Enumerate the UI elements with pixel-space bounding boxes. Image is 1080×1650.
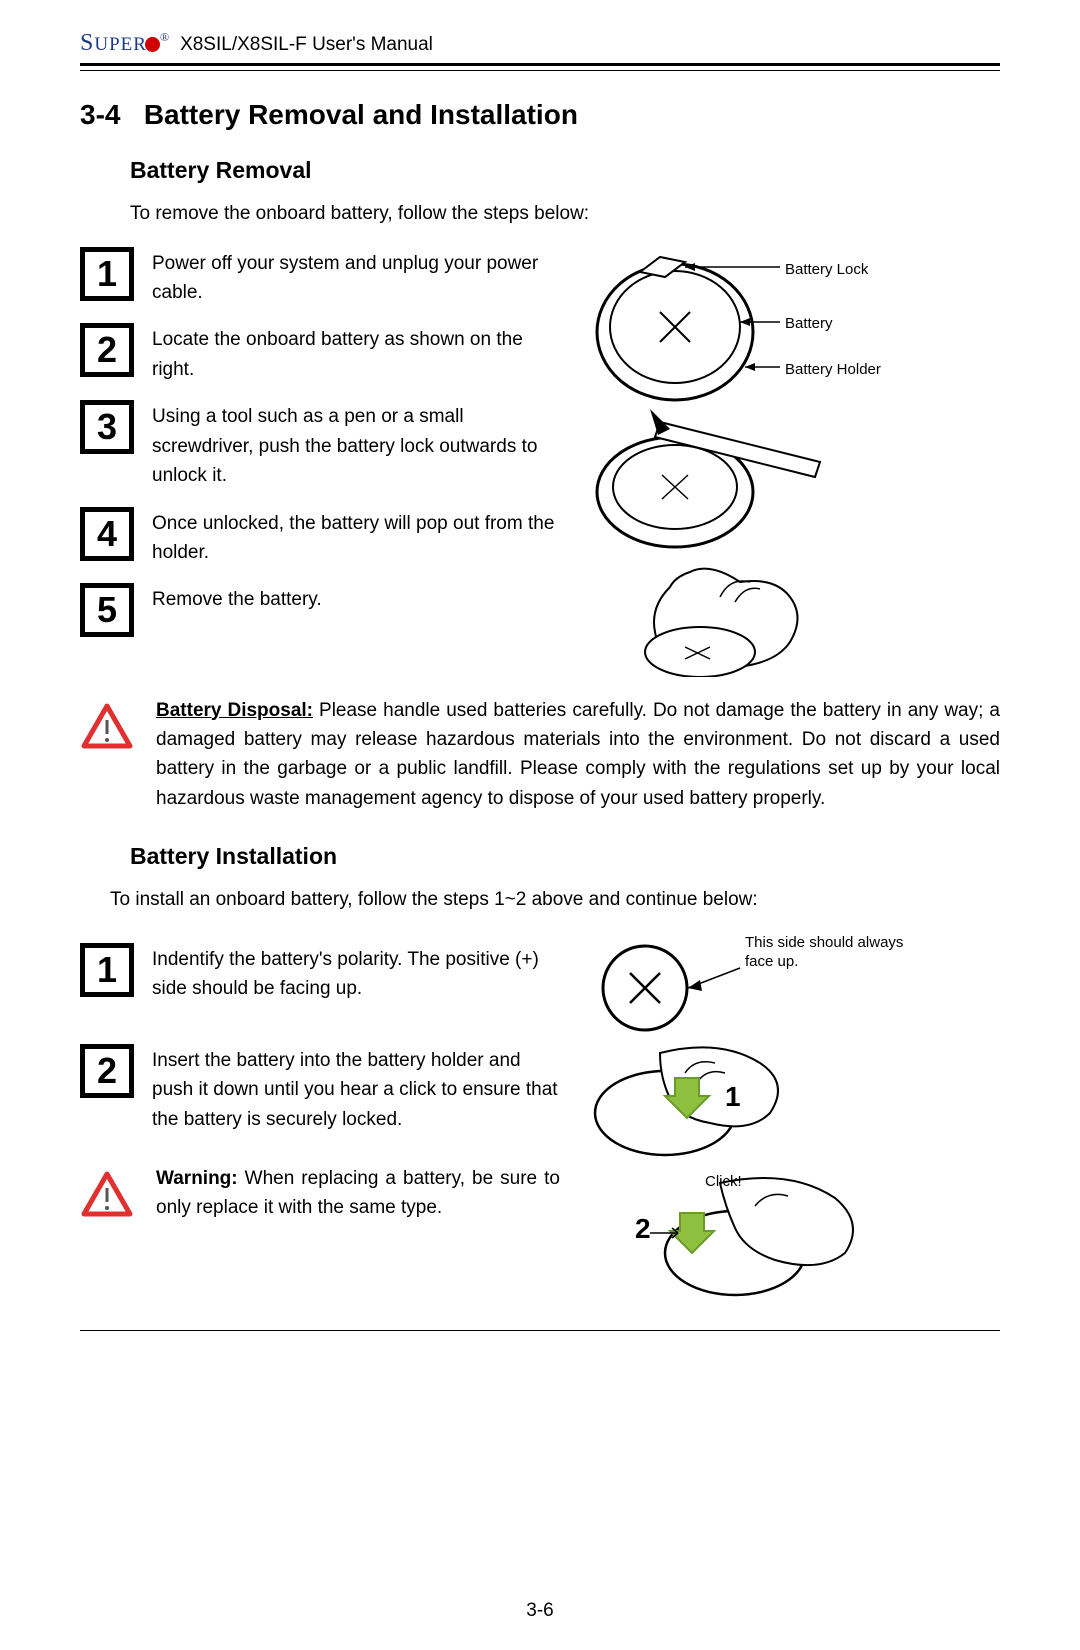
diagram-label-battery: Battery [785, 315, 833, 332]
brand-logo: SUPER® [80, 30, 170, 57]
step-text: Remove the battery. [152, 583, 322, 614]
step-number-box: 5 [80, 583, 134, 637]
install-diagram-svg [580, 933, 940, 1313]
install-columns: 1 Indentify the battery's polarity. The … [80, 933, 1000, 1318]
disposal-text: Battery Disposal: Please handle used bat… [156, 696, 1000, 814]
removal-step: 5 Remove the battery. [80, 583, 560, 637]
disposal-lead: Battery Disposal: [156, 700, 313, 721]
disposal-warning: Battery Disposal: Please handle used bat… [80, 696, 1000, 814]
footer-rule [80, 1330, 1000, 1331]
install-step: 1 Indentify the battery's polarity. The … [80, 943, 560, 1004]
replace-lead: Warning: [156, 1168, 238, 1189]
section-heading: 3-4 Battery Removal and Installation [80, 99, 1000, 131]
brand-s: S [80, 30, 94, 56]
step-number-box: 1 [80, 247, 134, 301]
install-step: 2 Insert the battery into the battery ho… [80, 1044, 560, 1134]
step-number-box: 4 [80, 507, 134, 561]
brand-dot-icon [145, 37, 160, 52]
section-number: 3-4 [80, 99, 120, 130]
replace-text: Warning: When replacing a battery, be su… [156, 1164, 560, 1223]
brand-rest: UPER [94, 34, 147, 55]
diagram-label-holder: Battery Holder [785, 361, 881, 378]
removal-step: 1 Power off your system and unplug your … [80, 247, 560, 308]
step-text: Locate the onboard battery as shown on t… [152, 323, 560, 384]
manual-page: SUPER® X8SIL/X8SIL-F User's Manual 3-4 B… [0, 0, 1080, 1650]
header-rule [80, 63, 1000, 71]
step-number-box: 2 [80, 1044, 134, 1098]
removal-step: 3 Using a tool such as a pen or a small … [80, 400, 560, 490]
step-number-box: 3 [80, 400, 134, 454]
step-text: Insert the battery into the battery hold… [152, 1044, 560, 1134]
diagram-label-faceup: This side should always face up. [745, 933, 925, 972]
step-text: Indentify the battery's polarity. The po… [152, 943, 560, 1004]
step-text: Power off your system and unplug your po… [152, 247, 560, 308]
diagram-label-click: Click! [705, 1173, 742, 1190]
removal-columns: 1 Power off your system and unplug your … [80, 247, 1000, 682]
battery-diagram-svg [580, 247, 940, 677]
install-intro: To install an onboard battery, follow th… [110, 886, 1000, 915]
section-title: Battery Removal and Installation [144, 99, 578, 130]
step-text: Once unlocked, the battery will pop out … [152, 507, 560, 568]
removal-heading: Battery Removal [130, 157, 1000, 184]
install-steps: 1 Indentify the battery's polarity. The … [80, 933, 560, 1318]
removal-intro: To remove the onboard battery, follow th… [130, 200, 1000, 229]
step-number-box: 1 [80, 943, 134, 997]
install-diagram: This side should always face up. 1 Click… [580, 933, 940, 1318]
diagram-label-one: 1 [725, 1081, 741, 1113]
replace-warning: Warning: When replacing a battery, be su… [80, 1164, 560, 1223]
removal-diagram: Battery Lock Battery Battery Holder [580, 247, 940, 682]
removal-steps: 1 Power off your system and unplug your … [80, 247, 560, 682]
page-header: SUPER® X8SIL/X8SIL-F User's Manual [80, 30, 1000, 57]
manual-title: X8SIL/X8SIL-F User's Manual [180, 34, 433, 56]
warning-icon [80, 1164, 134, 1223]
diagram-label-lock: Battery Lock [785, 261, 868, 278]
install-heading: Battery Installation [130, 843, 1000, 870]
page-number: 3-6 [0, 1600, 1080, 1622]
warning-icon [80, 696, 134, 755]
step-number-box: 2 [80, 323, 134, 377]
removal-step: 2 Locate the onboard battery as shown on… [80, 323, 560, 384]
step-text: Using a tool such as a pen or a small sc… [152, 400, 560, 490]
removal-step: 4 Once unlocked, the battery will pop ou… [80, 507, 560, 568]
diagram-label-two: 2 [635, 1213, 651, 1245]
